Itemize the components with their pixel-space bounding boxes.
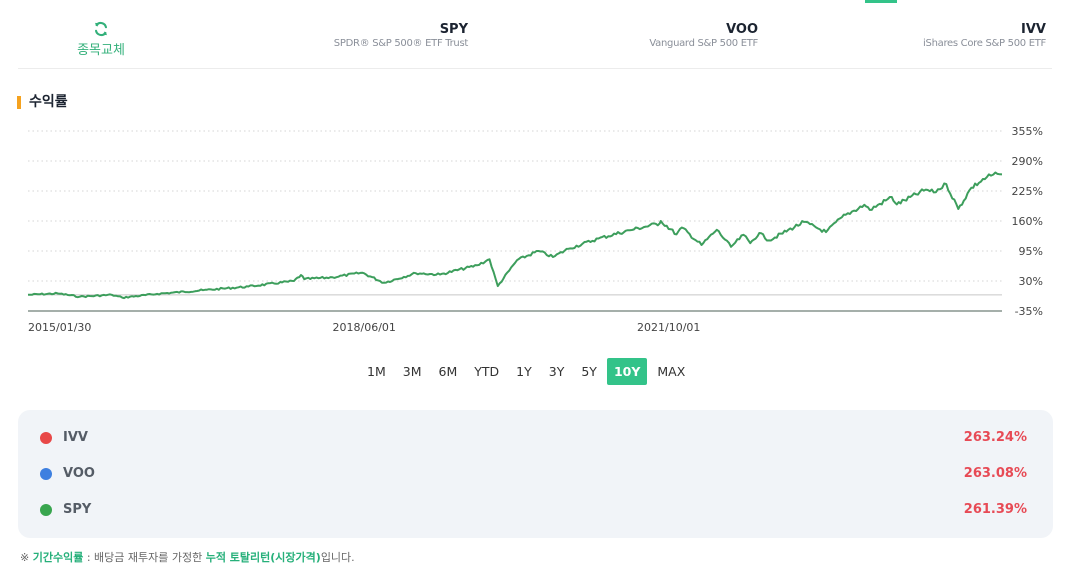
range-button-1y[interactable]: 1Y xyxy=(516,364,532,379)
swap-button[interactable]: 종목교체 xyxy=(70,20,132,58)
y-tick-label: -35% xyxy=(1015,305,1043,318)
range-button-6m[interactable]: 6M xyxy=(438,364,458,379)
footnote-suffix: 입니다. xyxy=(320,551,355,564)
footnote-prefix: ※ xyxy=(20,551,33,564)
summary-etf-name: SPY xyxy=(63,502,92,517)
summary-return-value: 263.24% xyxy=(963,430,1027,445)
footnote-term: 기간수익률 xyxy=(32,551,84,564)
summary-etf-name: VOO xyxy=(63,466,95,481)
etf-name: SPDR® S&P 500® ETF Trust xyxy=(333,38,469,49)
etf-column-spy[interactable]: SPY SPDR® S&P 500® ETF Trust xyxy=(333,22,469,51)
series-line-spy xyxy=(27,171,1003,300)
x-tick-label: 2021/10/01 xyxy=(637,321,700,334)
x-axis-labels: 2015/01/30 2018/06/01 2021/10/01 xyxy=(28,321,700,334)
y-tick-label: 95% xyxy=(1019,245,1043,258)
y-tick-label: 160% xyxy=(1012,215,1043,228)
range-button-5y[interactable]: 5Y xyxy=(581,364,597,379)
range-button-1m[interactable]: 1M xyxy=(367,364,386,379)
y-tick-label: 225% xyxy=(1012,185,1043,198)
x-tick-label: 2015/01/30 xyxy=(28,321,91,334)
summary-row-spy: SPY 261.39% xyxy=(18,500,1053,520)
return-summary-panel: IVV 263.24% VOO 263.08% SPY 261.39% xyxy=(18,410,1053,538)
summary-return-value: 263.08% xyxy=(963,466,1027,481)
y-tick-label: 290% xyxy=(1012,155,1043,168)
x-tick-label: 2018/06/01 xyxy=(333,321,396,334)
etf-ticker: IVV xyxy=(1021,22,1046,37)
return-chart: 355%290%225%160%95%30%-35% 2015/01/30 201… xyxy=(27,125,1043,334)
summary-row-ivv: IVV 263.24% xyxy=(18,428,1053,448)
range-button-ytd[interactable]: YTD xyxy=(474,364,500,379)
footnote-highlight: 누적 토탈리턴(시장가격) xyxy=(205,551,321,564)
summary-etf-name: IVV xyxy=(63,430,88,445)
legend-dot xyxy=(40,432,52,444)
etf-name: iShares Core S&P 500 ETF xyxy=(923,38,1046,49)
top-accent-bar xyxy=(865,0,897,3)
etf-name: Vanguard S&P 500 ETF xyxy=(649,38,758,49)
range-button-10y[interactable]: 10Y xyxy=(606,358,648,385)
legend-dot xyxy=(40,504,52,516)
etf-compare-header: 종목교체 SPY SPDR® S&P 500® ETF Trust VOO Va… xyxy=(18,0,1052,69)
legend-dot xyxy=(40,468,52,480)
swap-label: 종목교체 xyxy=(77,43,125,58)
section-title: 수익률 xyxy=(17,93,68,111)
range-button-3y[interactable]: 3Y xyxy=(548,364,565,379)
summary-row-voo: VOO 263.08% xyxy=(18,464,1053,484)
y-tick-label: 30% xyxy=(1019,275,1043,288)
range-button-3m[interactable]: 3M xyxy=(402,364,422,379)
y-tick-label: 355% xyxy=(1012,125,1043,138)
chart-series-lines xyxy=(27,171,1003,300)
etf-ticker: VOO xyxy=(726,22,758,37)
etf-column-ivv[interactable]: IVV iShares Core S&P 500 ETF xyxy=(923,22,1046,51)
etf-ticker: SPY xyxy=(439,22,468,37)
swap-icon xyxy=(94,21,108,37)
footnote: ※ 기간수익률 : 배당금 재투자를 가정한 누적 토탈리턴(시장가격)입니다. xyxy=(20,550,355,566)
period-selector: 1M 3M 6M YTD 1Y 3Y 5Y 10Y MAX xyxy=(360,358,692,385)
y-axis-labels: 355% 290% 225% 160% 95% 30% -35% xyxy=(1012,125,1043,318)
range-button-max[interactable]: MAX xyxy=(657,364,686,379)
footnote-middle: : 배당금 재투자를 가정한 xyxy=(83,551,206,564)
etf-column-voo[interactable]: VOO Vanguard S&P 500 ETF xyxy=(649,22,758,51)
summary-return-value: 261.39% xyxy=(963,502,1027,517)
chart-grid xyxy=(28,130,1002,312)
